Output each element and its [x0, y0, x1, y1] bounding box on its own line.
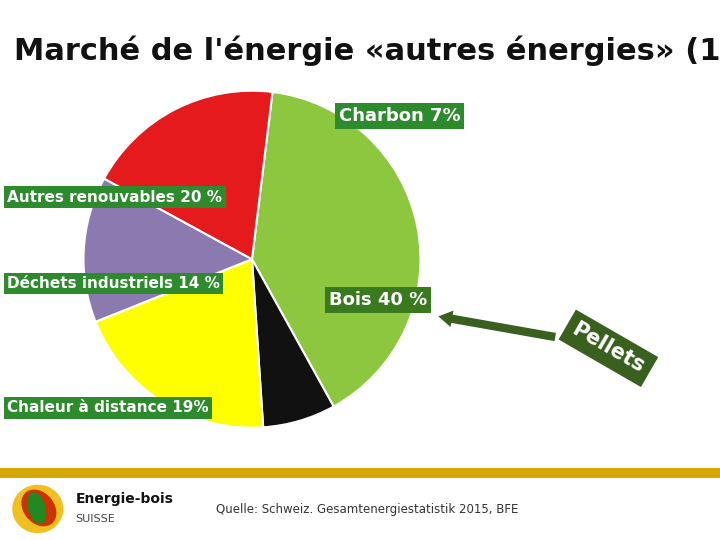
Text: SUISSE: SUISSE [76, 515, 115, 524]
Text: Déchets industriels 14 %: Déchets industriels 14 % [7, 276, 220, 291]
Text: Charbon 7%: Charbon 7% [339, 107, 460, 125]
Text: Pellets: Pellets [569, 320, 648, 377]
Ellipse shape [22, 490, 55, 525]
Wedge shape [96, 259, 264, 428]
Wedge shape [252, 259, 333, 427]
Text: Quelle: Schweiz. Gesamtenergiestatistik 2015, BFE: Quelle: Schweiz. Gesamtenergiestatistik … [216, 503, 518, 516]
Text: Bois 40 %: Bois 40 % [329, 291, 427, 309]
Text: Energie-bois: Energie-bois [76, 492, 174, 507]
Circle shape [13, 485, 63, 532]
Text: Chaleur à distance 19%: Chaleur à distance 19% [7, 400, 209, 415]
Wedge shape [84, 179, 252, 322]
Text: Autres renouvables 20 %: Autres renouvables 20 % [7, 190, 222, 205]
Wedge shape [252, 92, 420, 407]
Ellipse shape [28, 493, 45, 523]
Text: Marché de l'énergie «autres énergies» (11%): Marché de l'énergie «autres énergies» (1… [14, 35, 720, 65]
Wedge shape [104, 91, 273, 259]
